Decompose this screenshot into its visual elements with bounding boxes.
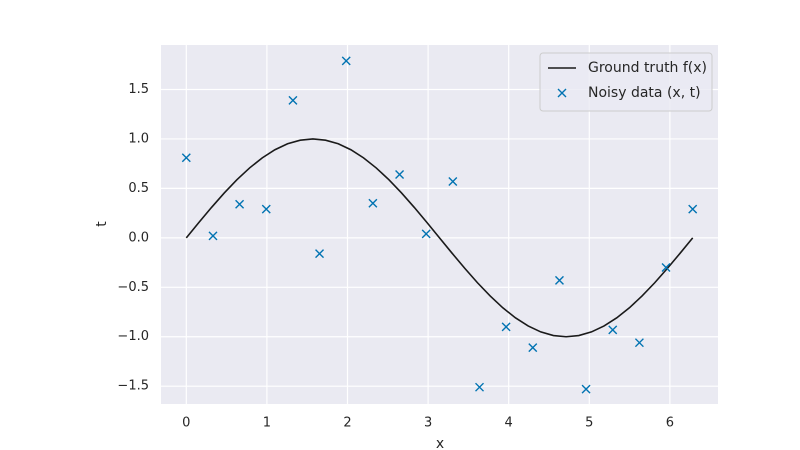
marker: [634, 338, 644, 348]
marker: [581, 384, 591, 394]
y-tick-label: 1.0: [128, 131, 149, 146]
x-tick-label: 5: [585, 416, 593, 431]
x-axis-label: x: [436, 436, 444, 450]
legend-label: Ground truth f(x): [588, 60, 707, 76]
marker: [661, 263, 671, 273]
y-tick-label: −1.5: [117, 379, 149, 394]
marker: [181, 153, 191, 163]
y-tick-label: 1.5: [128, 82, 149, 97]
x-tick-label: 0: [182, 416, 190, 431]
y-tick-label: 0.0: [128, 230, 149, 245]
marker: [501, 322, 511, 332]
marker: [448, 176, 458, 186]
marker: [368, 198, 378, 208]
legend: Ground truth f(x) Noisy data (x, t): [539, 52, 713, 112]
marker: [528, 343, 538, 353]
x-tick-label: 3: [424, 416, 432, 431]
marker: [395, 170, 405, 180]
marker: [208, 231, 218, 241]
marker: [341, 56, 351, 66]
marker: [235, 199, 245, 209]
marker: [315, 249, 325, 259]
y-tick-label: −0.5: [117, 280, 149, 295]
marker: [688, 204, 698, 214]
legend-box: [539, 52, 713, 112]
x-tick-label: 2: [343, 416, 351, 431]
marker: [421, 229, 431, 239]
x-tick-label: 1: [263, 416, 271, 431]
marker: [608, 325, 618, 335]
marker: [475, 382, 485, 392]
line: [185, 138, 694, 338]
legend-swatch: [557, 88, 567, 98]
x-tick-label: 6: [666, 416, 674, 431]
marker: [554, 275, 564, 285]
y-axis-label: t: [94, 221, 110, 227]
y-tick-label: −1.0: [117, 329, 149, 344]
x-tick-label: 4: [505, 416, 513, 431]
marker: [261, 204, 271, 214]
y-tick-label: 0.5: [128, 181, 149, 196]
legend-label: Noisy data (x, t): [588, 85, 701, 101]
marker: [288, 95, 298, 105]
